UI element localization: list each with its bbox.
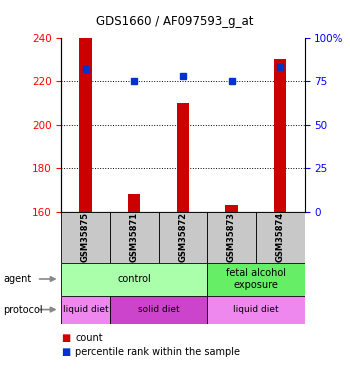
Text: GSM35871: GSM35871 <box>130 212 139 262</box>
Text: GSM35872: GSM35872 <box>178 212 187 262</box>
Text: GSM35875: GSM35875 <box>81 212 90 262</box>
Bar <box>61 212 110 262</box>
Bar <box>128 194 140 212</box>
Text: liquid diet: liquid diet <box>63 305 108 314</box>
Bar <box>207 212 256 262</box>
Text: GDS1660 / AF097593_g_at: GDS1660 / AF097593_g_at <box>96 15 254 28</box>
Text: control: control <box>117 274 151 284</box>
Bar <box>177 103 189 212</box>
Bar <box>79 38 92 212</box>
Text: solid diet: solid diet <box>138 305 179 314</box>
Bar <box>256 212 304 262</box>
Text: GSM35873: GSM35873 <box>227 212 236 262</box>
Bar <box>207 262 304 296</box>
Bar <box>61 296 110 324</box>
Text: count: count <box>75 333 103 343</box>
Text: protocol: protocol <box>4 304 43 315</box>
Text: ■: ■ <box>61 333 70 343</box>
Text: GSM35874: GSM35874 <box>276 212 285 262</box>
Text: fetal alcohol
exposure: fetal alcohol exposure <box>226 268 286 290</box>
Bar <box>207 296 304 324</box>
Bar <box>61 262 207 296</box>
Text: liquid diet: liquid diet <box>233 305 279 314</box>
Bar <box>225 206 238 212</box>
Text: percentile rank within the sample: percentile rank within the sample <box>75 347 240 357</box>
Bar <box>274 59 286 212</box>
Bar <box>110 296 207 324</box>
Bar <box>110 212 159 262</box>
Text: ■: ■ <box>61 347 70 357</box>
Bar <box>159 212 207 262</box>
Text: agent: agent <box>4 274 32 284</box>
